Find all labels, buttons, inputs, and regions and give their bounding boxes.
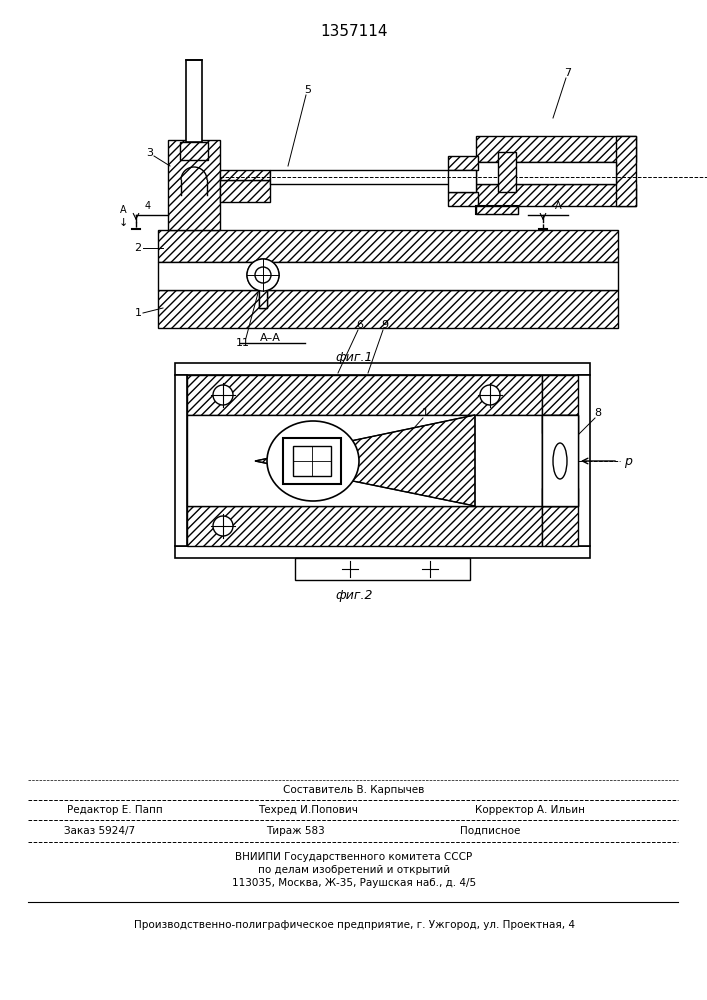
Bar — [542, 415, 578, 506]
Text: Тираж 583: Тираж 583 — [266, 826, 325, 836]
Text: ВНИИПИ Государственного комитета СССР: ВНИИПИ Государственного комитета СССР — [235, 852, 472, 862]
Text: A: A — [119, 205, 127, 215]
Bar — [180, 142, 208, 160]
Text: 113035, Москва, Ж-35, Раушская наб., д. 4/5: 113035, Москва, Ж-35, Раушская наб., д. … — [232, 878, 476, 888]
Text: Заказ 5924/7: Заказ 5924/7 — [64, 826, 136, 836]
Text: 8: 8 — [595, 408, 602, 418]
Bar — [293, 446, 331, 476]
Bar — [616, 136, 636, 206]
Bar — [476, 184, 636, 206]
Bar — [175, 363, 590, 375]
Text: фиг.2: фиг.2 — [335, 589, 373, 602]
Bar — [578, 375, 590, 546]
Text: Корректор А. Ильин: Корректор А. Ильин — [475, 805, 585, 815]
Circle shape — [480, 385, 500, 405]
Text: 2: 2 — [134, 243, 141, 253]
Text: A: A — [555, 201, 561, 211]
Circle shape — [247, 259, 279, 291]
Text: Техред И.Попович: Техред И.Попович — [258, 805, 358, 815]
Bar — [542, 415, 578, 433]
Bar — [476, 206, 518, 214]
Bar — [542, 506, 578, 546]
Text: 3: 3 — [146, 148, 153, 158]
Bar — [175, 546, 590, 558]
Text: Производственно-полиграфическое предприятие, г. Ужгород, ул. Проектная, 4: Производственно-полиграфическое предприя… — [134, 920, 575, 930]
Text: 1: 1 — [421, 408, 428, 418]
Bar — [186, 60, 202, 142]
Text: по делам изобретений и открытий: по делам изобретений и открытий — [258, 865, 450, 875]
Text: Составитель В. Карпычев: Составитель В. Карпычев — [284, 785, 425, 795]
Bar — [158, 230, 618, 262]
Bar — [542, 415, 578, 506]
Text: 9: 9 — [382, 320, 389, 330]
Text: 1357114: 1357114 — [320, 24, 387, 39]
Bar — [187, 506, 542, 546]
Bar — [259, 275, 267, 308]
Text: 6: 6 — [356, 320, 363, 330]
Bar — [542, 488, 578, 506]
Circle shape — [213, 385, 233, 405]
Bar — [187, 375, 542, 415]
Bar — [158, 262, 618, 290]
Bar — [158, 290, 618, 328]
Text: р: р — [624, 454, 632, 468]
Ellipse shape — [553, 443, 567, 479]
Text: 4: 4 — [145, 201, 151, 211]
Text: Подписное: Подписное — [460, 826, 520, 836]
Bar — [220, 170, 270, 180]
Text: Редактор Е. Папп: Редактор Е. Папп — [67, 805, 163, 815]
Bar — [448, 170, 476, 192]
Bar — [448, 156, 478, 170]
Bar — [498, 152, 516, 192]
Circle shape — [255, 267, 271, 283]
Text: 5: 5 — [305, 85, 312, 95]
Circle shape — [213, 516, 233, 536]
Text: ↓: ↓ — [118, 218, 128, 228]
Text: 7: 7 — [564, 68, 571, 78]
Text: фиг.1: фиг.1 — [335, 352, 373, 364]
Bar — [220, 180, 270, 202]
Text: 11: 11 — [236, 338, 250, 348]
Text: A–A: A–A — [259, 333, 281, 343]
Bar — [259, 275, 267, 308]
Ellipse shape — [267, 421, 359, 501]
Bar — [168, 140, 220, 230]
Text: 1: 1 — [134, 308, 141, 318]
Bar — [283, 438, 341, 484]
Bar — [175, 375, 187, 546]
Bar — [270, 170, 475, 184]
Bar — [448, 192, 478, 206]
Bar — [187, 415, 542, 506]
Bar — [476, 136, 636, 162]
Polygon shape — [255, 415, 475, 506]
Bar — [476, 162, 616, 184]
Bar — [542, 375, 578, 415]
Bar — [295, 558, 470, 580]
Text: 10: 10 — [186, 63, 200, 73]
Bar — [476, 206, 518, 214]
